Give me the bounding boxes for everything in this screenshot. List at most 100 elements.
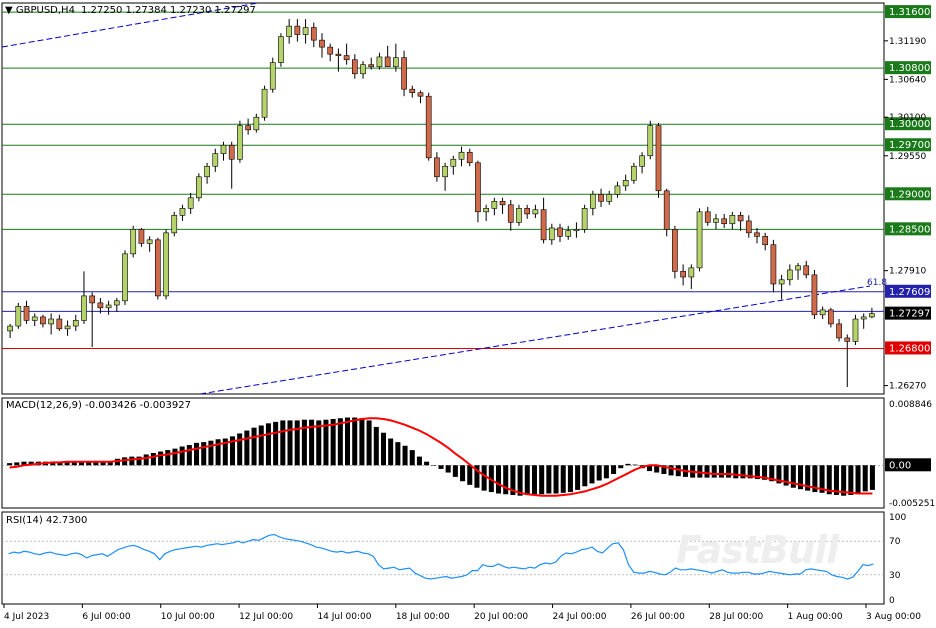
macd-bar xyxy=(596,465,602,481)
candle-body xyxy=(425,95,432,159)
candle-body xyxy=(672,229,678,272)
macd-y-label-2: -0.005251 xyxy=(889,499,935,509)
macd-bar xyxy=(93,460,99,466)
candle-body xyxy=(146,239,153,244)
macd-bar xyxy=(733,465,739,479)
candle-body xyxy=(434,157,440,178)
x-tick-label-8: 26 Jul 00:00 xyxy=(631,612,685,622)
candle-body xyxy=(310,27,317,41)
macd-zero-tag-bg xyxy=(885,458,931,472)
candle-body xyxy=(130,229,137,255)
macd-bar xyxy=(86,460,92,466)
y-tick-label-3: 1.30640 xyxy=(889,75,926,85)
level-tag-bg-5 xyxy=(885,222,931,236)
trendlines xyxy=(1,2,871,395)
candle-body xyxy=(393,57,399,68)
symbol-header: ▼ GBPUSD,H4 1.27250 1.27384 1.27230 1.272… xyxy=(5,5,256,16)
candle-body xyxy=(770,244,777,285)
macd-bar xyxy=(503,465,509,495)
candle-body xyxy=(319,39,325,48)
candle-body xyxy=(23,306,30,321)
candle-body xyxy=(187,197,194,209)
macd-bar xyxy=(790,465,796,488)
macd-bar xyxy=(402,445,408,466)
candle-body xyxy=(483,208,489,213)
macd-bar xyxy=(395,442,401,466)
level-tag-3: 1.29700 xyxy=(889,140,930,151)
candle-body xyxy=(548,227,555,241)
candle-body xyxy=(803,265,810,276)
macd-bar xyxy=(122,457,128,466)
macd-bar xyxy=(841,465,847,496)
candle-body xyxy=(598,193,604,202)
candle-body xyxy=(614,185,621,195)
macd-bar xyxy=(833,465,839,495)
candle-body xyxy=(269,62,276,90)
candle-body xyxy=(828,309,834,325)
macd-bar xyxy=(409,450,415,466)
macd-bar xyxy=(754,465,760,480)
x-tick-label-6: 20 Jul 00:00 xyxy=(474,612,528,622)
candle-body xyxy=(639,155,645,167)
candle-body xyxy=(524,208,531,215)
candle-body xyxy=(220,144,227,154)
macd-bar xyxy=(467,465,473,485)
current-price-tag: 1.27297 xyxy=(889,309,930,320)
macd-bar xyxy=(301,419,307,466)
macd-bar xyxy=(294,420,300,466)
macd-bar xyxy=(632,464,638,466)
candle-body xyxy=(237,125,243,160)
candle-body xyxy=(852,318,859,342)
candle-body xyxy=(696,211,703,269)
macd-bar xyxy=(323,419,329,466)
rsi-y-label-0: 100 xyxy=(889,513,906,523)
candle-body xyxy=(253,116,260,131)
macd-bar xyxy=(661,465,667,474)
macd-bar xyxy=(352,417,358,466)
level-tag-2: 1.30000 xyxy=(889,119,930,130)
candle-body xyxy=(811,274,818,316)
macd-bar xyxy=(251,427,257,466)
macd-bar xyxy=(380,432,386,466)
macd-bar xyxy=(510,465,516,495)
x-tick-label-0: 4 Jul 2023 xyxy=(4,612,49,622)
candle-body xyxy=(786,269,793,281)
macd-bar xyxy=(330,418,336,466)
macd-bar xyxy=(769,465,775,482)
macd-bar xyxy=(237,433,243,466)
macd-bar xyxy=(78,461,85,466)
candle-body xyxy=(458,151,465,160)
macd-bar xyxy=(388,438,394,466)
macd-bar xyxy=(424,461,430,466)
candle-body xyxy=(212,153,219,167)
macd-bar xyxy=(229,436,236,466)
macd-bar xyxy=(244,430,250,466)
macd-bar xyxy=(582,465,588,487)
macd-bar xyxy=(21,461,27,466)
candle-body xyxy=(122,253,128,302)
candle-body xyxy=(860,316,867,320)
candle-body xyxy=(48,318,54,325)
candle-body xyxy=(737,215,744,222)
panel-frame-1 xyxy=(1,397,885,509)
candle-body xyxy=(729,215,736,225)
macd-bar xyxy=(474,465,480,488)
macd-bar xyxy=(567,465,573,493)
candle-body xyxy=(589,193,596,209)
macd-bar xyxy=(201,442,207,466)
candle-body xyxy=(754,232,760,237)
macd-bar xyxy=(150,453,156,466)
macd-bar xyxy=(316,420,322,466)
candle-body xyxy=(466,151,473,164)
level-tag-bg-0 xyxy=(885,5,931,19)
macd-bar xyxy=(309,419,315,466)
y-tick-label-4: 1.30100 xyxy=(889,113,926,123)
macd-bar xyxy=(179,446,185,466)
x-tick-label-7: 24 Jul 00:00 xyxy=(553,612,607,622)
macd-bar xyxy=(517,465,523,496)
macd-bar xyxy=(819,465,825,493)
macd-bar xyxy=(438,465,444,469)
candle-body xyxy=(516,208,522,223)
